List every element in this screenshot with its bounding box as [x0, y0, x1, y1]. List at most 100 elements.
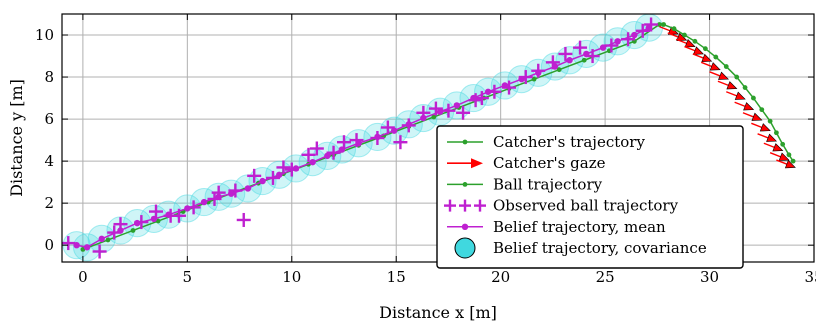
catcher-trajectory-point [661, 22, 666, 27]
catcher-trajectory-point [786, 152, 792, 158]
belief-mean-point [436, 108, 444, 115]
x-tick-label: 10 [282, 268, 301, 286]
observed-point [149, 204, 163, 219]
gaze-arrow [763, 142, 784, 152]
belief-mean-point [184, 205, 191, 212]
catcher-trajectory-line [663, 23, 794, 162]
legend-swatch-marker [461, 223, 469, 230]
catcher-trajectory-point [780, 141, 786, 147]
catcher-trajectory-point [767, 118, 773, 124]
y-tick-label: 4 [44, 152, 54, 170]
x-tick-label: 20 [491, 268, 510, 286]
ball-trajectory-point [531, 76, 537, 82]
legend-swatch-arrow-head [471, 158, 483, 169]
observed-point [573, 40, 588, 55]
ball-trajectory-point [431, 114, 437, 120]
x-tick-label: 35 [804, 268, 816, 286]
belief-mean-point [259, 177, 266, 185]
gaze-arrow [769, 152, 790, 161]
belief-mean-point [405, 121, 412, 128]
belief-mean-point [583, 50, 590, 58]
belief-mean-point [165, 211, 172, 218]
gaze-arrow-head [751, 112, 763, 121]
legend-label: Ball trajectory [493, 175, 603, 193]
legend-entry: Catcher's gaze [447, 154, 606, 172]
gaze-arrow-head [778, 152, 790, 161]
ball-trajectory-point [130, 228, 136, 233]
belief-mean-point [200, 198, 208, 206]
belief-mean-point [518, 75, 525, 83]
legend-swatch-marker [462, 182, 468, 187]
catcher-trajectory-point [759, 107, 765, 113]
belief-mean-point [215, 193, 222, 201]
catcher-trajectory-point [702, 46, 708, 52]
belief-mean-point [292, 165, 300, 172]
belief-mean-point [484, 88, 492, 95]
legend-label: Catcher's gaze [493, 154, 606, 172]
y-tick-label: 8 [44, 68, 54, 86]
x-tick-label: 15 [387, 268, 406, 286]
gaze-arrow-head [766, 133, 778, 142]
gaze-arrow [684, 45, 704, 55]
observed-point [236, 212, 251, 227]
catcher-trajectory-point [742, 85, 748, 90]
catcher-trajectory-point [790, 158, 796, 164]
belief-mean-point [566, 57, 573, 64]
belief-mean-point [73, 241, 80, 249]
legend-swatch-circle [454, 237, 476, 259]
gaze-arrow [700, 61, 721, 71]
gaze-arrow-head [709, 62, 721, 71]
x-axis-label: Distance x [m] [379, 303, 497, 322]
x-tick-label: 0 [78, 268, 88, 286]
legend-entry: Belief trajectory, mean [447, 218, 666, 236]
belief-mean-point [338, 146, 346, 153]
legend-label: Catcher's trajectory [493, 133, 645, 151]
x-tick-label: 5 [183, 268, 193, 286]
gaze-arrow-head [734, 91, 746, 100]
observed-point [337, 135, 351, 150]
y-tick-label: 6 [44, 110, 54, 128]
belief-mean-point [453, 102, 460, 109]
gaze-arrow-head [684, 39, 696, 48]
belief-mean-point [501, 82, 509, 89]
ball-trajectory-point [581, 57, 587, 63]
gaze-arrow [726, 91, 746, 100]
ball-trajectory-point [105, 237, 111, 243]
belief-mean-point [420, 114, 427, 122]
catcher-trajectory-point [723, 64, 729, 69]
x-tick-label: 25 [596, 268, 615, 286]
belief-mean-point [355, 140, 362, 147]
belief-mean-point [83, 244, 91, 251]
belief-mean-point [117, 227, 124, 234]
observed-point [558, 46, 573, 61]
belief-mean-point [228, 190, 235, 197]
legend: Catcher's trajectory Catcher's gaze Ball t… [436, 125, 744, 269]
catcher-trajectory-point [751, 95, 756, 101]
y-axis-label: Distance y [m] [7, 79, 26, 197]
belief-mean-point [276, 171, 283, 178]
catcher-trajectory-point [682, 32, 687, 38]
catcher-trajectory-point [671, 26, 677, 32]
gaze-arrow [757, 133, 778, 142]
y-tick-label: 0 [44, 236, 54, 254]
observed-point [380, 120, 395, 135]
observed-point [309, 141, 324, 156]
gaze-arrow [709, 71, 730, 80]
legend-entry: Ball trajectory [447, 175, 603, 193]
belief-mean-point [470, 94, 477, 102]
belief-mean-point [631, 31, 638, 39]
legend-label: Belief trajectory, mean [493, 218, 666, 236]
observed-point [393, 135, 408, 150]
observed-point [62, 236, 76, 251]
legend-label: Observed ball trajectory [493, 197, 679, 215]
x-tick-label: 30 [700, 268, 719, 286]
gaze-arrow [751, 122, 771, 132]
gaze-arrow [675, 38, 696, 48]
catcher-trajectory-point [734, 74, 740, 80]
catcher-trajectory-point [774, 130, 779, 136]
observed-point [456, 105, 471, 120]
gaze-arrow-head [726, 81, 738, 90]
legend-entry: Belief trajectory, covariance [454, 237, 707, 259]
belief-mean-point [324, 152, 331, 160]
